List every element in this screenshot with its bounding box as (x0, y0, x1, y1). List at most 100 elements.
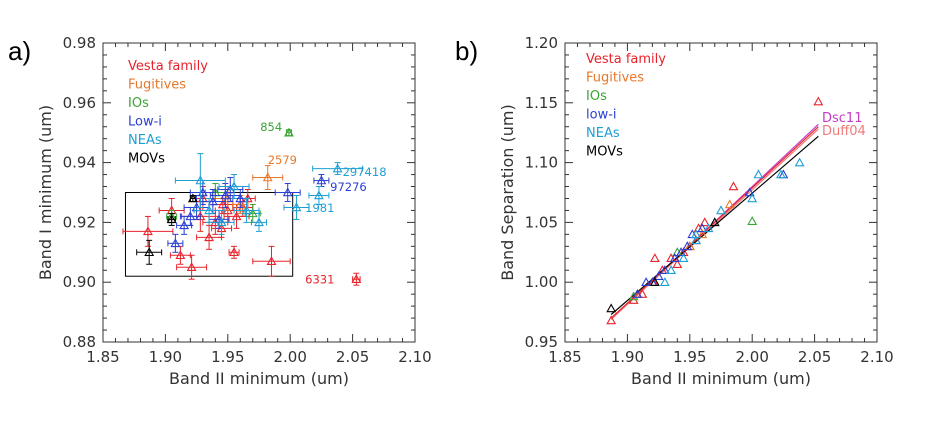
plot-area (122, 127, 364, 286)
annotation-label: 297418 (343, 165, 387, 179)
data-point (649, 277, 660, 286)
data-point (170, 238, 181, 248)
x-tick-label: 2.05 (336, 348, 369, 366)
data-point (262, 172, 273, 182)
x-tick-label: 1.85 (548, 348, 581, 366)
data-point (678, 253, 689, 263)
legend-entry: IOs (586, 89, 607, 104)
y-tick-label: 1.00 (525, 273, 558, 291)
data-point (216, 217, 227, 227)
x-tick-label: 1.90 (149, 348, 182, 366)
y-tick-label: 1.10 (525, 154, 558, 172)
data-point (666, 265, 677, 274)
legend-entry: Vesta family (128, 59, 208, 74)
legend-entry: MOVs (586, 145, 623, 160)
y-axis-label: Band Separation (um) (498, 104, 517, 280)
y-tick-label: 0.95 (525, 333, 558, 351)
y-tick-label: 0.88 (63, 333, 96, 351)
data-point (316, 175, 327, 185)
data-point (747, 193, 758, 203)
x-axis-label: Band II minimum (um) (169, 369, 349, 388)
panel-a: 1.85 1.90 1.95 2.00 2.05 2.10 0.88 0.90 0.92 0.94… (8, 34, 432, 388)
x-tick-label: 1.85 (86, 348, 119, 366)
data-point (682, 241, 693, 251)
line-label-dsc11: Dsc11 (822, 111, 862, 126)
line-label-duff04: Duff04 (822, 124, 866, 139)
legend-entry: NEAs (586, 126, 620, 141)
data-point (332, 163, 343, 173)
legend-entry: IOs (128, 96, 149, 111)
data-point (313, 190, 324, 200)
legend-entry: NEAs (128, 133, 162, 148)
annotation-label: 854 (260, 120, 282, 134)
fit-line-duff04 (610, 128, 819, 320)
data-point (653, 271, 664, 280)
data-point (697, 223, 708, 233)
data-point (628, 291, 639, 301)
data-point (185, 211, 196, 221)
data-point (166, 214, 177, 224)
data-point (697, 229, 708, 239)
legend-entry: low-i (586, 108, 617, 123)
data-point (709, 217, 720, 227)
data-point (669, 253, 680, 263)
data-point (699, 217, 710, 227)
annotation-label: 2579 (268, 153, 297, 167)
plot-frame (102, 42, 416, 343)
data-point (225, 184, 236, 194)
x-tick-label: 2.00 (735, 348, 768, 366)
panel-label: a) (8, 36, 31, 66)
data-point (266, 256, 277, 266)
y-tick-label: 0.90 (63, 273, 96, 291)
data-point (637, 289, 648, 298)
data-point (724, 199, 735, 209)
data-point (813, 96, 824, 106)
data-point (703, 223, 714, 233)
y-tick-label: 0.94 (63, 154, 96, 172)
legend-entry: MOVs (128, 152, 165, 167)
data-point (229, 181, 239, 191)
data-point (672, 259, 683, 269)
data-point (235, 193, 246, 203)
data-point (775, 169, 786, 179)
data-point (691, 229, 701, 239)
data-point (794, 157, 805, 167)
y-tick-label: 1.15 (525, 94, 558, 112)
annotation-label: 97276 (330, 180, 367, 194)
plot-area (606, 96, 824, 325)
legend-entry: Vesta family (586, 52, 666, 67)
x-tick-label: 2.10 (860, 348, 893, 366)
y-tick-label: 1.20 (525, 34, 558, 52)
y-tick-label: 0.98 (63, 34, 96, 52)
data-point (291, 202, 302, 212)
data-point (649, 253, 660, 263)
data-point (659, 277, 670, 286)
fit-line-vesta-fit (610, 126, 819, 319)
data-point (144, 247, 155, 257)
plot-frame (564, 42, 878, 343)
y-tick-label: 0.96 (63, 94, 96, 112)
data-point (659, 265, 670, 274)
data-point (282, 187, 293, 197)
data-point (716, 205, 726, 215)
annotation-label: 6331 (305, 273, 334, 287)
data-point (632, 289, 643, 298)
data-point (179, 220, 190, 230)
data-point (351, 274, 362, 283)
x-tick-label: 2.10 (398, 348, 431, 366)
data-point (220, 190, 231, 200)
data-point (231, 211, 242, 221)
data-point (676, 247, 686, 257)
legend-entry: Fugitives (128, 78, 186, 93)
x-tick-label: 1.90 (611, 348, 644, 366)
y-tick-label: 0.92 (63, 213, 96, 231)
data-point (728, 181, 739, 191)
data-point (207, 196, 218, 206)
y-tick-label: 1.05 (525, 213, 558, 231)
x-tick-label: 1.95 (211, 348, 244, 366)
data-point (229, 247, 239, 257)
y-axis-label: Band I minimum (um) (36, 105, 55, 280)
x-tick-label: 2.05 (798, 348, 831, 366)
data-point (241, 205, 252, 215)
